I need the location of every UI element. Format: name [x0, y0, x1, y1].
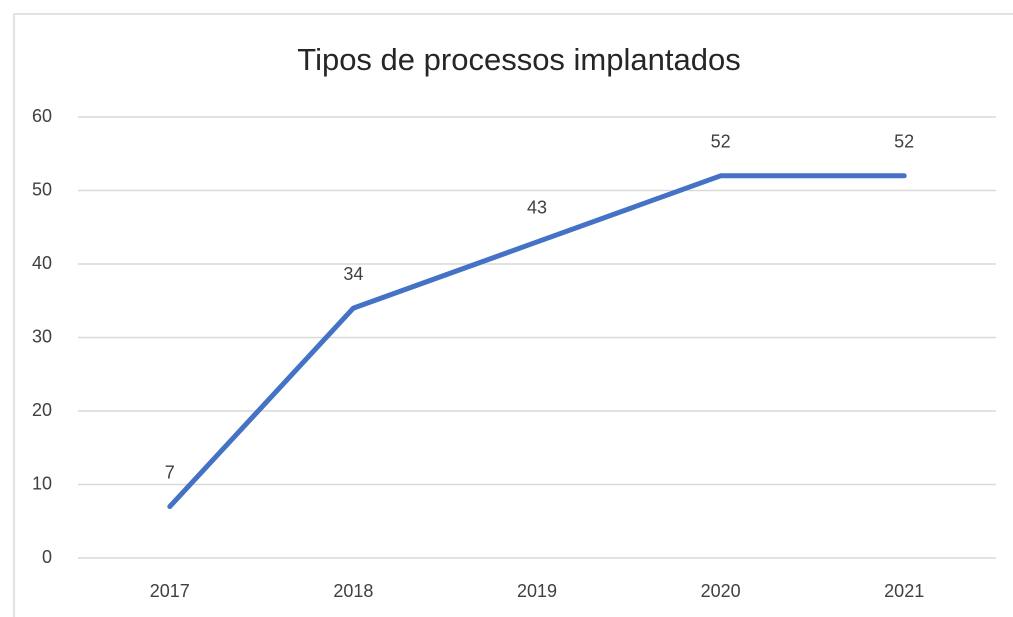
- data-label: 43: [527, 198, 547, 218]
- y-tick-label: 0: [42, 547, 52, 567]
- x-tick-label: 2018: [333, 581, 373, 601]
- y-tick-label: 20: [32, 400, 52, 420]
- y-tick-label: 40: [32, 253, 52, 273]
- y-tick-label: 50: [32, 179, 52, 199]
- chart-title: Tipos de processos implantados: [297, 42, 740, 77]
- chart-border: [13, 13, 1013, 617]
- y-tick-label: 60: [32, 106, 52, 126]
- line-series: [167, 173, 907, 510]
- data-label: 52: [711, 132, 731, 152]
- x-tick-label: 2017: [150, 581, 190, 601]
- y-tick-label: 30: [32, 326, 52, 346]
- x-tick-label: 2019: [517, 581, 557, 601]
- data-label: 7: [165, 462, 175, 482]
- data-label: 52: [894, 132, 914, 152]
- data-label: 34: [343, 264, 363, 284]
- x-tick-label: 2020: [701, 581, 741, 601]
- y-tick-label: 10: [32, 473, 52, 493]
- x-tick-label: 2021: [884, 581, 924, 601]
